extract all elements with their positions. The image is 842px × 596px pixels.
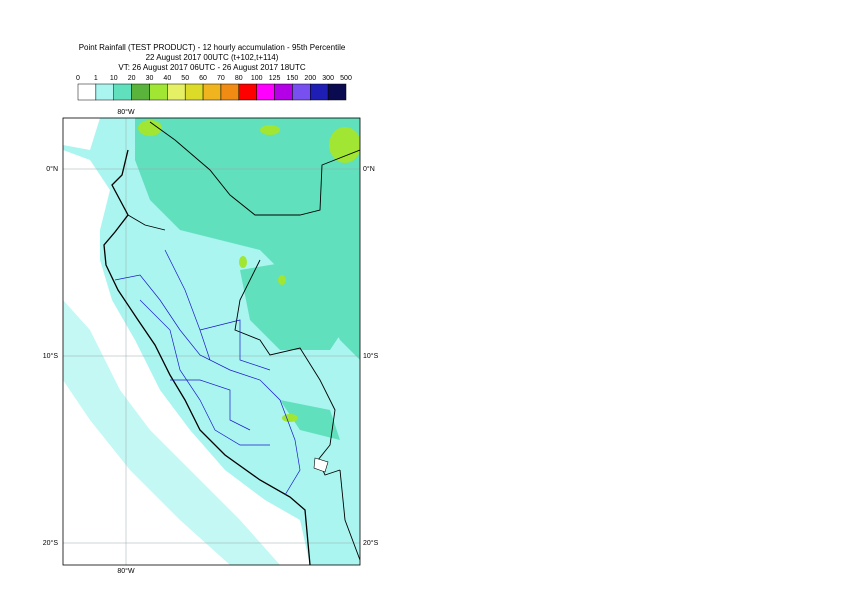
lat-label: 10°S bbox=[43, 352, 59, 360]
level-label: 1 bbox=[94, 75, 98, 82]
color-box bbox=[238, 83, 257, 101]
level-label: 70 bbox=[217, 75, 225, 82]
color-box bbox=[167, 83, 186, 101]
color-box bbox=[202, 83, 222, 101]
map-frame bbox=[62, 117, 361, 566]
valid-time: VT: 26 August 2017 06UTC - 26 August 201… bbox=[118, 63, 305, 72]
lat-label: 10°S bbox=[363, 352, 379, 360]
color-box bbox=[131, 83, 150, 101]
level-label: 10 bbox=[110, 75, 118, 82]
color-box bbox=[77, 83, 97, 101]
color-box bbox=[310, 83, 329, 101]
lat-label: 20°S bbox=[363, 539, 379, 547]
level-label: 80 bbox=[235, 75, 243, 82]
lon-label: 80°W bbox=[117, 567, 135, 575]
color-box bbox=[95, 83, 114, 101]
level-label: 300 bbox=[322, 75, 334, 82]
level-label: 20 bbox=[128, 75, 136, 82]
color-box bbox=[327, 83, 347, 101]
level-label: 50 bbox=[181, 75, 189, 82]
color-box bbox=[220, 83, 240, 101]
color-box bbox=[292, 83, 311, 101]
color-box bbox=[256, 83, 275, 101]
level-label: 60 bbox=[199, 75, 207, 82]
color-bar: 0 1 10 20 30 40 50 60 70 80 100 125 150 200 300 500 bbox=[76, 75, 352, 101]
lat-label: 20°S bbox=[43, 539, 59, 547]
level-label: 500 bbox=[340, 75, 352, 82]
level-label: 125 bbox=[269, 75, 281, 82]
level-label: 0 bbox=[76, 75, 80, 82]
level-label: 150 bbox=[287, 75, 299, 82]
level-label: 30 bbox=[146, 75, 154, 82]
level-label: 200 bbox=[304, 75, 316, 82]
color-box bbox=[274, 83, 293, 101]
title: Point Rainfall (TEST PRODUCT) - 12 hourl… bbox=[79, 43, 346, 52]
color-box bbox=[149, 83, 168, 101]
lat-label: 0°N bbox=[363, 165, 375, 173]
level-label: 100 bbox=[251, 75, 263, 82]
graticule bbox=[63, 118, 360, 565]
color-box bbox=[184, 83, 204, 101]
map-labels: 0°N 0°N 10°S 10°S 20°S 20°S 80°W 80°W bbox=[43, 108, 379, 575]
map bbox=[63, 118, 360, 565]
run-time: 22 August 2017 00UTC (t+102,t+114) bbox=[146, 53, 279, 62]
lon-label: 80°W bbox=[117, 108, 135, 116]
level-label: 40 bbox=[163, 75, 171, 82]
lat-label: 0°N bbox=[46, 165, 58, 173]
color-box bbox=[113, 83, 132, 101]
